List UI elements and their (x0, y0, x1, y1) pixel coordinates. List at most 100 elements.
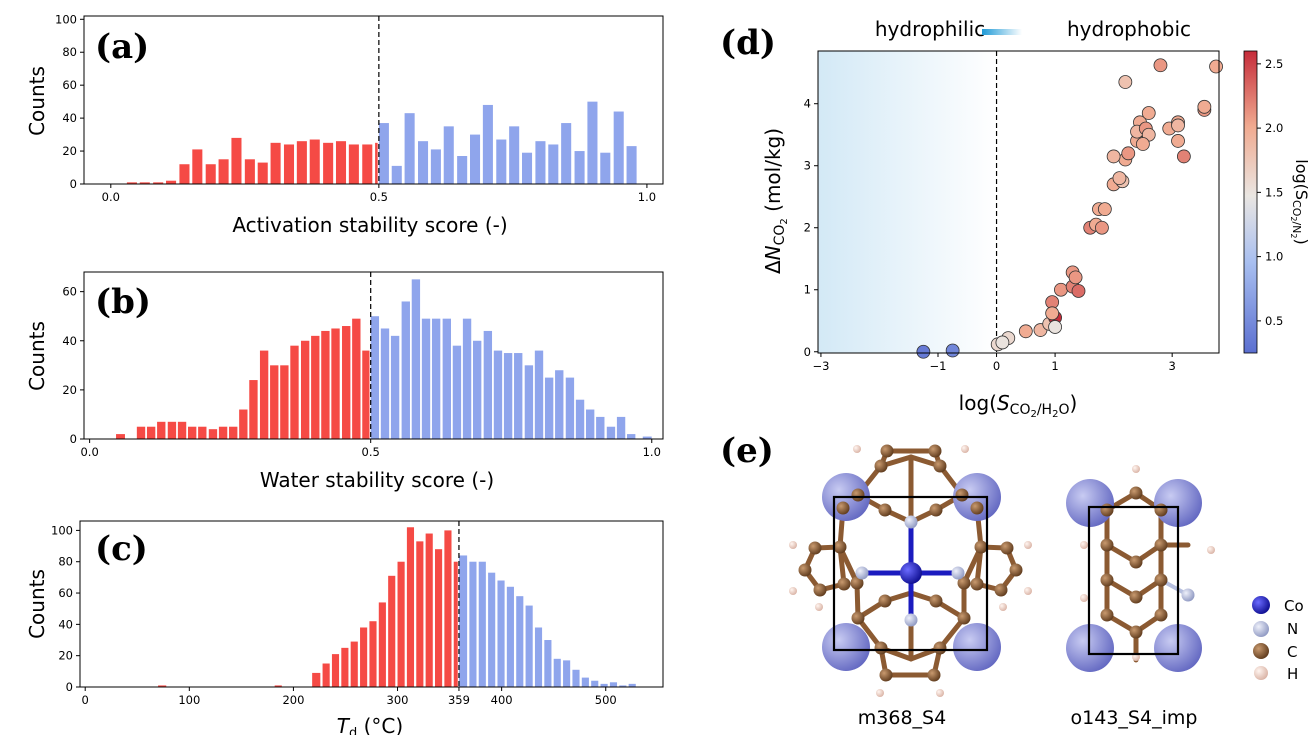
a-bar-blue-11 (522, 152, 533, 184)
b-bar-blue-2 (390, 335, 400, 439)
d-point-41 (1171, 118, 1185, 133)
a-bar-red-13 (296, 141, 307, 184)
a-ylabel: Counts (25, 66, 49, 136)
c-bar-red-5 (341, 647, 349, 687)
a-bar-red-17 (348, 144, 359, 184)
d-ytick-label-4: 4 (804, 97, 811, 111)
c-xlabel: Td (°C) (337, 714, 403, 735)
b-bar-red-5 (177, 421, 187, 439)
d-xtick-label-3: 1 (1051, 359, 1058, 373)
d-xlabel-sub3: /H (1037, 402, 1052, 418)
d-point-0 (916, 344, 931, 359)
c-bar-red-7 (360, 627, 368, 687)
a-bar-red-3 (166, 180, 177, 184)
c-bar-red-3 (322, 663, 330, 687)
b-bar-red-15 (280, 365, 289, 439)
c-bar-blue-14 (591, 680, 599, 687)
d-point-36 (1153, 58, 1168, 73)
b-bar-blue-23 (606, 426, 616, 439)
b-bar-red-14 (270, 365, 279, 439)
d-point-15 (1068, 270, 1083, 285)
b-xtick-label-2: 1.0 (643, 445, 661, 459)
c-bar-blue-3 (488, 572, 496, 687)
panel-b: 0.0 0.5 1.0 0 20 40 60 (b) Water stability sc… (25, 271, 664, 492)
c-x-ticks: 0 100 200 300 359 400 500 (82, 687, 617, 707)
d-legend-gradient (982, 29, 1022, 35)
a-bar-red-4 (179, 164, 190, 184)
c-bar-blue-16 (609, 682, 618, 687)
d-legend-right: hydrophobic (1067, 17, 1191, 41)
d-ytick-label-3: 3 (804, 159, 811, 173)
b-ytick-label-2: 40 (62, 334, 77, 348)
b-bar-red-1 (136, 426, 146, 439)
c-ytick-label-0: 0 (66, 680, 73, 694)
a-bar-red-12 (283, 144, 295, 184)
b-bar-blue-26 (642, 436, 652, 439)
d-point-44 (1209, 59, 1223, 74)
a-ytick-label-4: 80 (62, 45, 77, 59)
a-bar-red-18 (362, 144, 373, 184)
c-bar-blue-17 (619, 685, 627, 687)
b-bar-blue-18 (555, 370, 564, 439)
a-bar-red-16 (335, 141, 347, 184)
c-panel-letter: (c) (95, 529, 148, 569)
d-xlabel-var: S (997, 391, 1010, 415)
b-bar-blue-24 (616, 416, 626, 439)
d-xlabel-sub5: O (1058, 402, 1069, 418)
d-point-43 (1197, 99, 1212, 114)
c-bar-blue-12 (572, 669, 580, 687)
d-xlabel: log(SCO2/H2O) (959, 391, 1078, 420)
c-xtick-label-3: 300 (387, 693, 409, 707)
b-x-ticks: 0.0 0.5 1.0 (80, 439, 661, 459)
c-xtick-label-0: 0 (82, 693, 89, 707)
colorbar-label-sub3: /N (1290, 221, 1303, 233)
colorbar-label-sub2: 2 (1289, 216, 1298, 221)
b-bar-blue-14 (514, 353, 523, 439)
legend-c: C (1287, 643, 1297, 661)
heavy-atom-left-3 (822, 623, 870, 671)
a-bar-red-8 (231, 137, 242, 184)
c-xtick-label-5: 400 (491, 693, 513, 707)
d-xtick-label-2: 0 (993, 359, 1000, 373)
c-xtick-label-1: 100 (178, 693, 200, 707)
b-xtick-label-0: 0.0 (80, 445, 98, 459)
b-bar-red-3 (157, 421, 166, 439)
panel-d: (d) hydrophilic hydrophobic −3 −1 0 1 3 0 1 2 3… (720, 17, 1309, 420)
d-point-39 (1171, 134, 1185, 148)
c-bar-blue-5 (506, 586, 514, 687)
d-ylabel-delta: Δ (761, 260, 785, 274)
b-bar-blue-1 (380, 328, 390, 439)
b-bar-blue-17 (544, 377, 554, 439)
c-ylabel: Counts (25, 569, 49, 639)
c-bar-blue-11 (563, 660, 571, 687)
a-bar-blue-6 (457, 156, 468, 184)
c-bar-red-11 (397, 561, 405, 687)
a-bar-red-5 (192, 149, 203, 184)
e-panel-letter: (e) (720, 431, 774, 471)
b-bar-blue-22 (596, 416, 605, 439)
d-ylabel-var: N (761, 245, 785, 260)
b-xlabel: Water stability score (-) (260, 468, 494, 492)
c-bar-red-17 (453, 561, 458, 687)
d-xtick-label-0: −3 (812, 359, 829, 373)
a-bar-blue-17 (600, 152, 611, 184)
colorbar-label-end: ) (1292, 239, 1309, 245)
c-xtick-label-4: 359 (448, 693, 470, 707)
a-xtick-label-1: 0.5 (370, 190, 388, 204)
cbar-tick-label-4: 2.5 (1265, 57, 1283, 71)
d-point-26 (1106, 149, 1121, 164)
c-bar-red-12 (406, 527, 415, 687)
c-xlabel-sub: d (349, 726, 357, 735)
a-ytick-label-5: 100 (55, 12, 77, 26)
unit-cell-left (832, 495, 989, 652)
c-ytick-label-5: 100 (51, 523, 73, 537)
b-bar-blue-0 (370, 316, 380, 439)
b-bar-red-20 (331, 328, 340, 439)
c-xtick-label-2: 200 (282, 693, 304, 707)
heavy-atom-right-2 (1154, 479, 1202, 527)
b-bar-red-2 (146, 426, 156, 439)
a-bar-blue-15 (574, 151, 585, 184)
b-bar-red-12 (249, 380, 258, 439)
a-bar-blue-8 (482, 104, 493, 184)
c-xlabel-var: T (337, 714, 351, 735)
